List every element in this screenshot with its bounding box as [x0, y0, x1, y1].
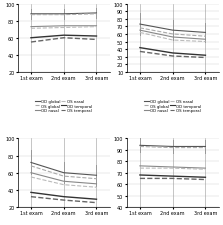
Legend: OD global, OS global, OD nasal, OS nasal, OD temporal, OS temporal: OD global, OS global, OD nasal, OS nasal… — [35, 100, 92, 113]
Legend: OD global, OS global, OD nasal, OS nasal, OD temporal, OS temporal: OD global, OS global, OD nasal, OS nasal… — [144, 100, 201, 113]
